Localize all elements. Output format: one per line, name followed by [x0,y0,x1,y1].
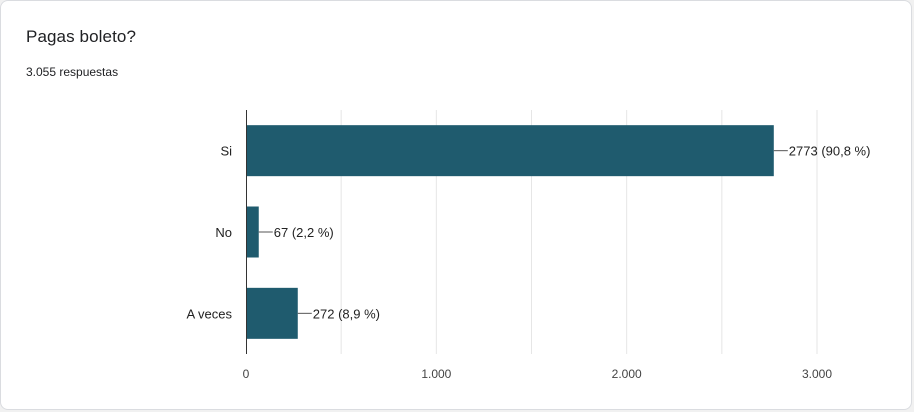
x-tick-label: 1.000 [421,367,451,381]
data-label: 272 (8,9 %) [313,306,380,321]
category-label: No [215,225,232,240]
category-label: Si [220,144,232,159]
x-tick-label: 0 [243,367,250,381]
chart-title: Pagas boleto? [26,27,136,46]
bar-si [246,125,774,177]
data-label: 67 (2,2 %) [274,225,334,240]
data-label: 2773 (90,8 %) [789,144,871,159]
response-count: 3.055 respuestas [26,65,119,79]
bar-no [246,206,259,258]
x-tick-label: 3.000 [802,367,832,381]
bar-a-veces [246,287,298,339]
category-label: A veces [186,306,232,321]
x-tick-label: 2.000 [612,367,642,381]
